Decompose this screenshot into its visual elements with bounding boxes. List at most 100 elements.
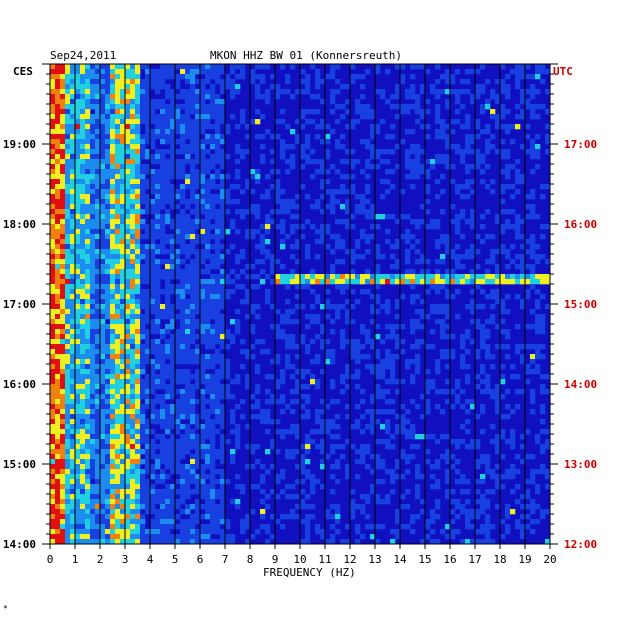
- spectrogram-cell: [90, 314, 96, 320]
- spectrogram-cell: [130, 369, 136, 375]
- spectrogram-cell: [130, 354, 136, 360]
- spectrogram-cell: [115, 514, 121, 520]
- spectrogram-cell: [155, 124, 161, 130]
- spectrogram-cell: [265, 349, 271, 355]
- spectrogram-cell: [205, 164, 211, 170]
- spectrogram-cell: [540, 314, 546, 320]
- spectrogram-cell: [170, 134, 176, 140]
- spectrogram-cell: [125, 239, 131, 245]
- spectrogram-cell: [395, 334, 401, 340]
- spectrogram-cell: [110, 249, 116, 255]
- spectrogram-cell: [100, 489, 106, 495]
- spectrogram-cell: [55, 179, 61, 185]
- spectrogram-cell: [300, 124, 306, 130]
- spectrogram-cell: [120, 409, 126, 415]
- spectrogram-cell: [185, 154, 191, 160]
- spectrogram-cell: [305, 254, 311, 260]
- spectrogram-cell: [85, 344, 91, 350]
- spectrogram-cell: [100, 214, 106, 220]
- spectrogram-cell: [80, 464, 86, 470]
- spectrogram-cell: [65, 469, 71, 475]
- spectrogram-cell: [250, 264, 256, 270]
- spectrogram-cell: [55, 439, 61, 445]
- spectrogram-cell: [200, 354, 206, 360]
- spectrogram-cell: [200, 504, 206, 510]
- spectrogram-cell: [95, 389, 101, 395]
- spectrogram-cell: [210, 329, 216, 335]
- spectrogram-cell: [495, 504, 501, 510]
- spectrogram-cell: [230, 454, 236, 460]
- spectrogram-cell: [70, 89, 76, 95]
- spectrogram-cell: [145, 249, 151, 255]
- spectrogram-cell: [55, 484, 61, 490]
- spectrogram-cell: [180, 389, 186, 395]
- spectrogram-cell: [110, 369, 116, 375]
- spectrogram-cell: [105, 69, 111, 75]
- spectrogram-cell: [455, 149, 461, 155]
- spectrogram-cell: [95, 454, 101, 460]
- spectrogram-cell: [130, 339, 136, 345]
- spectrogram-cell: [70, 224, 76, 230]
- spectrogram-cell: [125, 489, 131, 495]
- spectrogram-cell: [490, 254, 496, 260]
- spectrogram-cell: [60, 169, 66, 175]
- spectrogram-cell: [210, 344, 216, 350]
- spectrogram-cell: [245, 134, 251, 140]
- spectrogram-cell: [105, 429, 111, 435]
- spectrogram-cell: [345, 84, 351, 90]
- spectrogram-cell: [270, 514, 276, 520]
- spectrogram-cell: [450, 274, 456, 280]
- spectrogram-cell: [370, 469, 376, 475]
- spectrogram-cell: [135, 364, 141, 370]
- spectrogram-cell: [150, 324, 156, 330]
- spectrogram-cell: [175, 239, 181, 245]
- spectrogram-cell: [525, 104, 531, 110]
- spectrogram-cell: [480, 289, 486, 295]
- spectrogram-cell: [275, 479, 281, 485]
- spectrogram-cell: [95, 319, 101, 325]
- spectrogram-cell: [155, 384, 161, 390]
- spectrogram-cell: [415, 339, 421, 345]
- spectrogram-cell: [535, 344, 541, 350]
- spectrogram-cell: [220, 479, 226, 485]
- spectrogram-cell: [135, 184, 141, 190]
- spectrogram-cell: [110, 64, 116, 70]
- spectrogram-cell: [70, 104, 76, 110]
- spectrogram-cell: [95, 134, 101, 140]
- spectrogram-cell: [360, 109, 366, 115]
- spectrogram-cell: [95, 244, 101, 250]
- spectrogram-cell: [515, 294, 521, 300]
- spectrogram-cell: [215, 514, 221, 520]
- spectrogram-cell: [165, 449, 171, 455]
- spectrogram-cell: [430, 379, 436, 385]
- spectrogram-cell: [245, 349, 251, 355]
- spectrogram-cell: [155, 474, 161, 480]
- spectrogram-cell: [515, 229, 521, 235]
- spectrogram-cell: [495, 464, 501, 470]
- spectrogram-cell: [65, 379, 71, 385]
- spectrogram-cell: [225, 154, 231, 160]
- spectrogram-cell: [195, 159, 201, 165]
- spectrogram-cell: [90, 239, 96, 245]
- spectrogram-cell: [210, 224, 216, 230]
- spectrogram-cell: [120, 254, 126, 260]
- spectrogram-cell: [125, 264, 131, 270]
- spectrogram-cell: [125, 399, 131, 405]
- spectrogram-cell: [225, 384, 231, 390]
- spectrogram-cell: [100, 304, 106, 310]
- spectrogram-cell: [400, 414, 406, 420]
- spectrogram-cell: [275, 309, 281, 315]
- spectrogram-cell: [90, 424, 96, 430]
- spectrogram-cell: [375, 334, 381, 340]
- spectrogram-cell: [285, 159, 291, 165]
- spectrogram-cell: [175, 344, 181, 350]
- spectrogram-cell: [285, 204, 291, 210]
- spectrogram-cell: [325, 124, 331, 130]
- spectrogram-cell: [125, 424, 131, 430]
- spectrogram-cell: [75, 139, 81, 145]
- spectrogram-cell: [190, 269, 196, 275]
- spectrogram-cell: [125, 194, 131, 200]
- spectrogram-cell: [130, 259, 136, 265]
- spectrogram-cell: [145, 319, 151, 325]
- spectrogram-cell: [105, 89, 111, 95]
